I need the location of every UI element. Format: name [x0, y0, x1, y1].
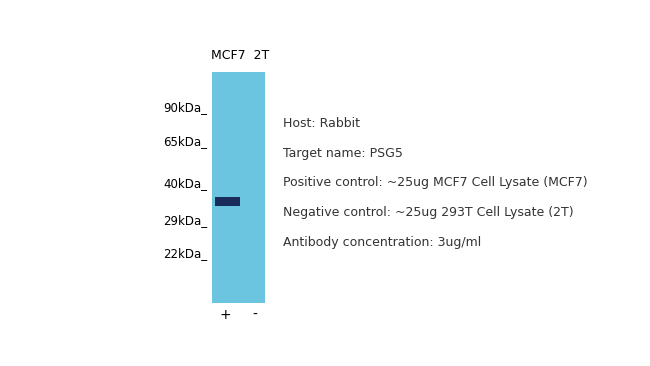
Text: 22kDa_: 22kDa_: [163, 247, 207, 260]
Text: Target name: PSG5: Target name: PSG5: [283, 147, 402, 160]
Text: Positive control: ~25ug MCF7 Cell Lysate (MCF7): Positive control: ~25ug MCF7 Cell Lysate…: [283, 176, 588, 189]
Text: MCF7  2T: MCF7 2T: [211, 49, 269, 62]
Text: -: -: [253, 308, 257, 322]
Text: 40kDa_: 40kDa_: [163, 177, 207, 190]
Text: 90kDa_: 90kDa_: [163, 101, 207, 114]
Bar: [212, 72, 265, 303]
Text: 29kDa_: 29kDa_: [163, 213, 207, 227]
Text: Host: Rabbit: Host: Rabbit: [283, 117, 359, 130]
Text: Antibody concentration: 3ug/ml: Antibody concentration: 3ug/ml: [283, 236, 481, 249]
Bar: [215, 198, 240, 206]
Text: Negative control: ~25ug 293T Cell Lysate (2T): Negative control: ~25ug 293T Cell Lysate…: [283, 206, 573, 219]
Text: 65kDa_: 65kDa_: [163, 135, 207, 147]
Text: +: +: [219, 308, 231, 322]
